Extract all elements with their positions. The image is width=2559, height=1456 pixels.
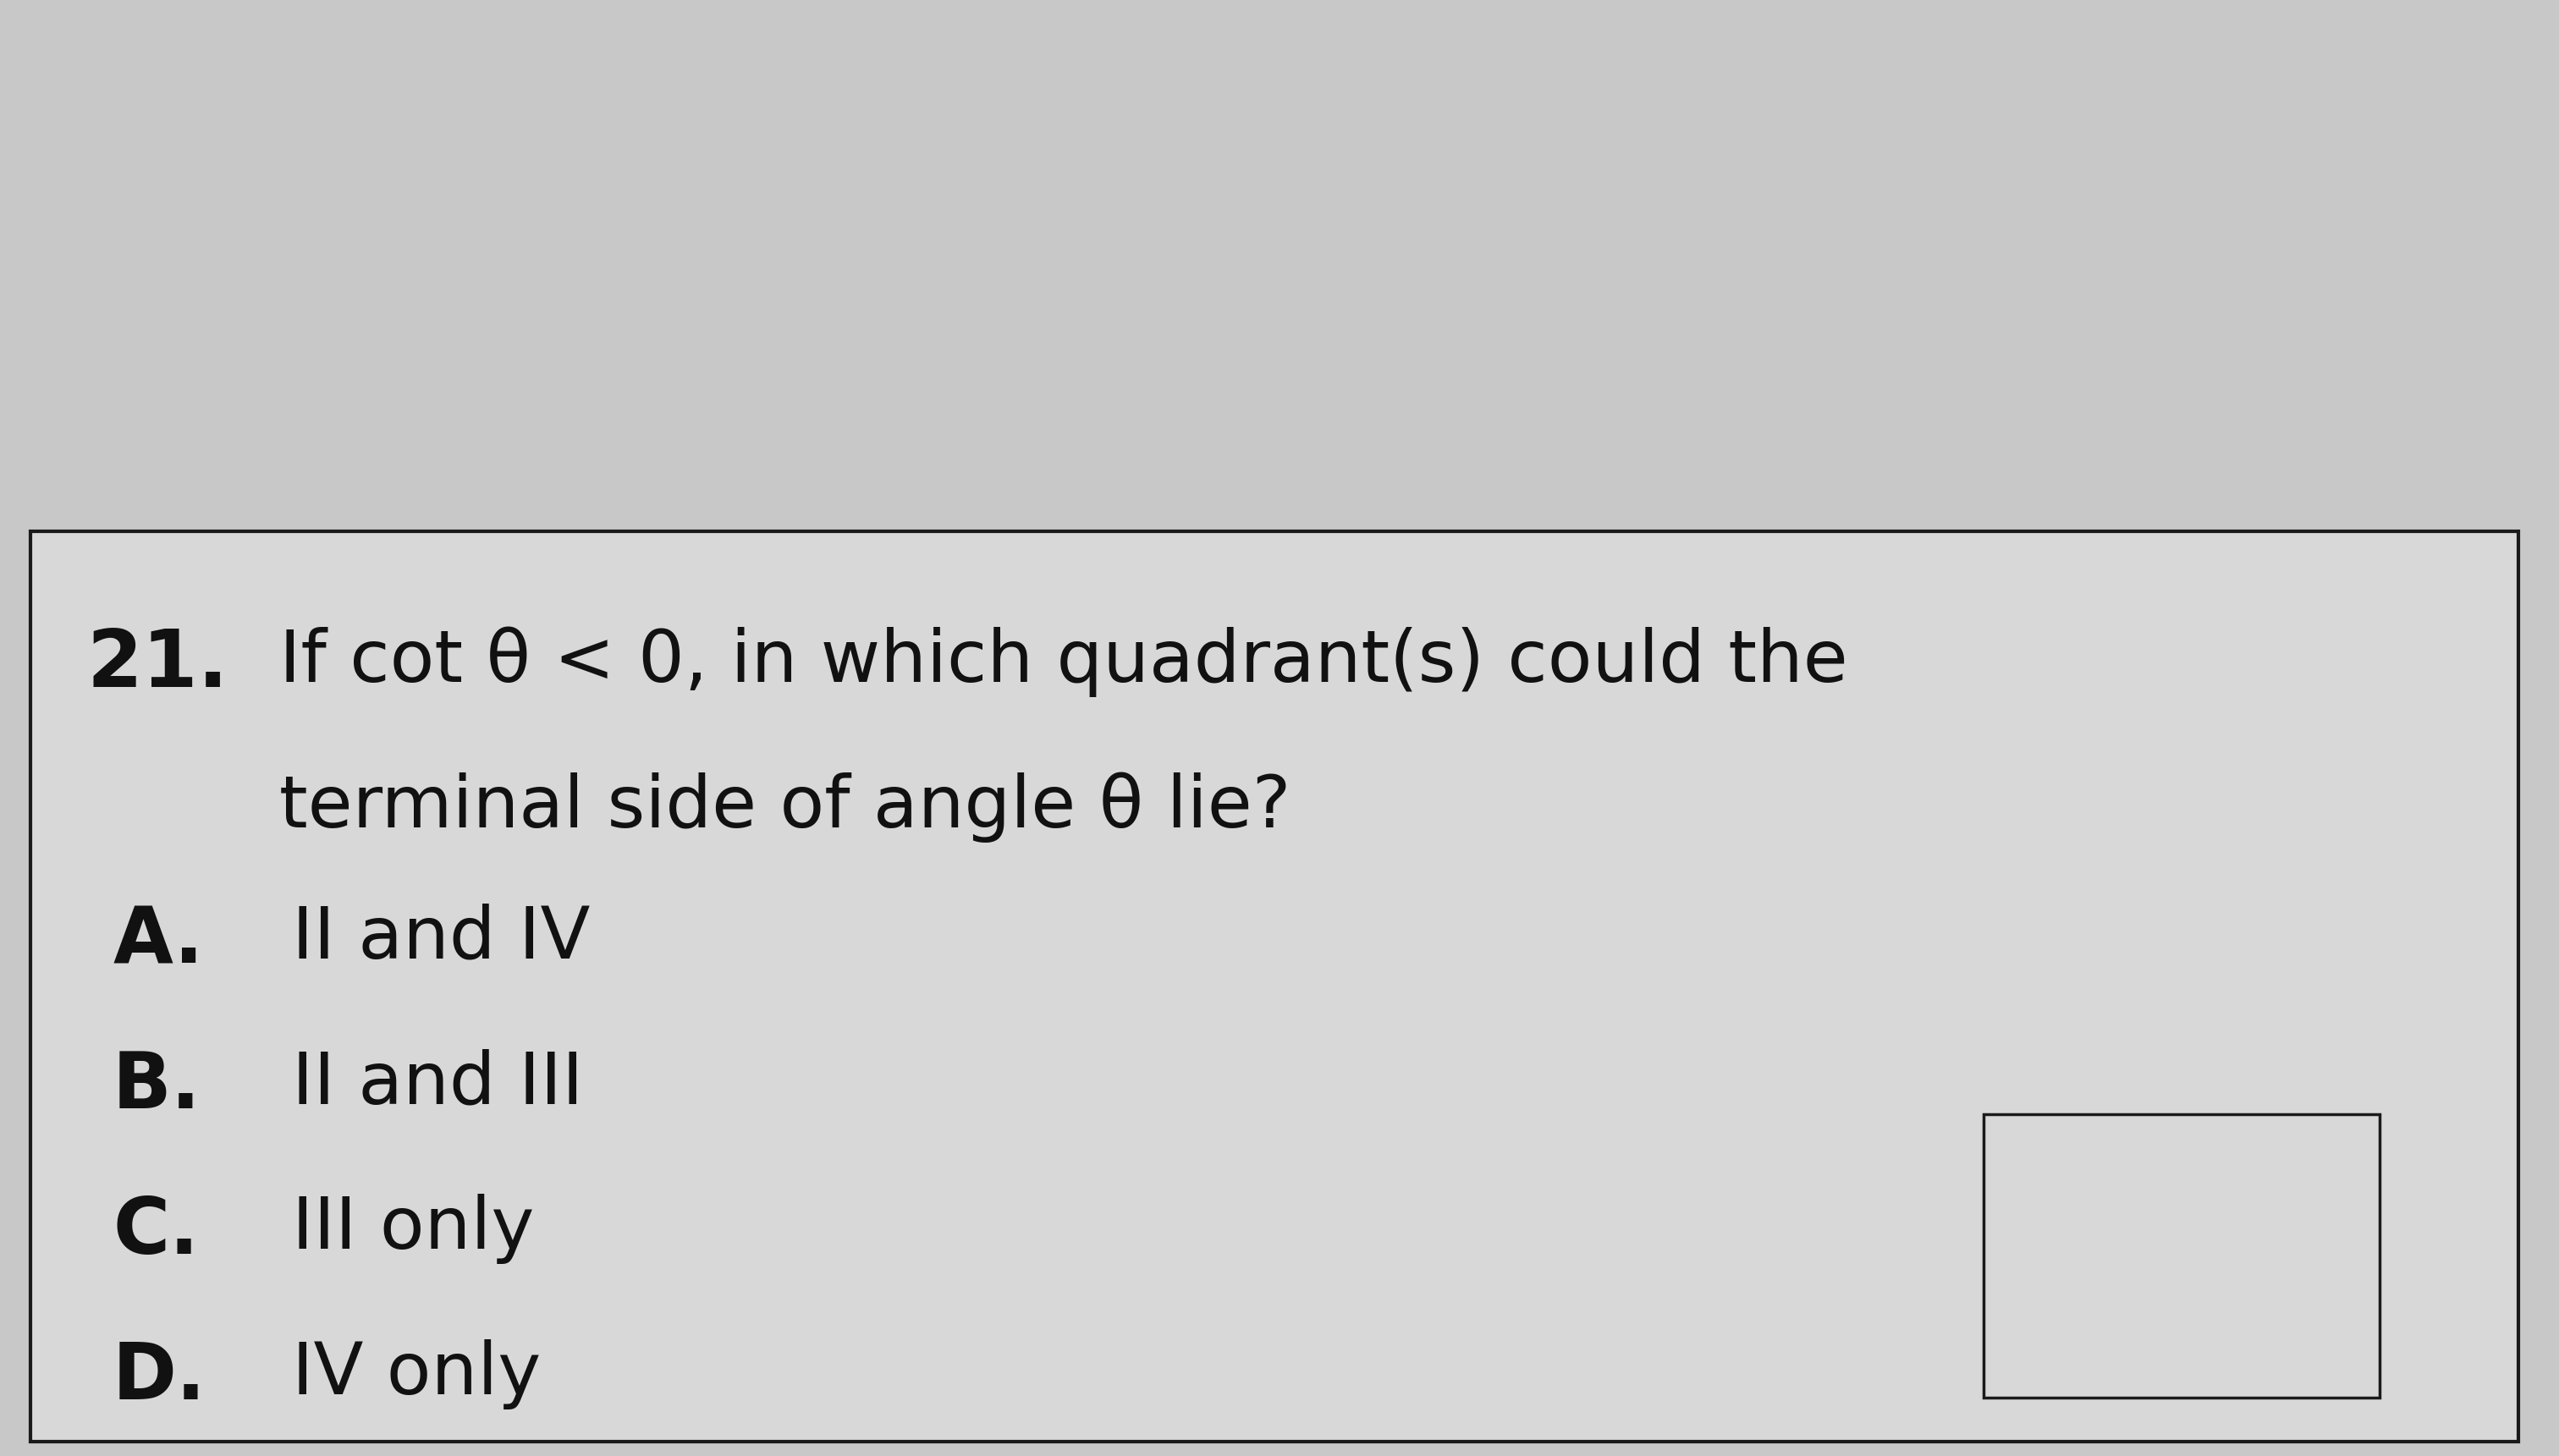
Bar [1983, 1114, 2380, 1398]
Text: D.: D. [113, 1340, 207, 1415]
Bar [31, 531, 2518, 1441]
Text: 21.: 21. [87, 626, 228, 703]
Text: If cot θ < 0, in which quadrant(s) could the: If cot θ < 0, in which quadrant(s) could… [279, 626, 1848, 697]
Text: III only: III only [292, 1194, 535, 1264]
Text: IV only: IV only [292, 1340, 540, 1409]
Text: II and IV: II and IV [292, 903, 591, 973]
Text: B.: B. [113, 1048, 202, 1124]
Text: terminal side of angle θ lie?: terminal side of angle θ lie? [279, 772, 1290, 843]
Text: II and III: II and III [292, 1048, 583, 1118]
Text: A.: A. [113, 903, 205, 978]
Text: C.: C. [113, 1194, 200, 1270]
